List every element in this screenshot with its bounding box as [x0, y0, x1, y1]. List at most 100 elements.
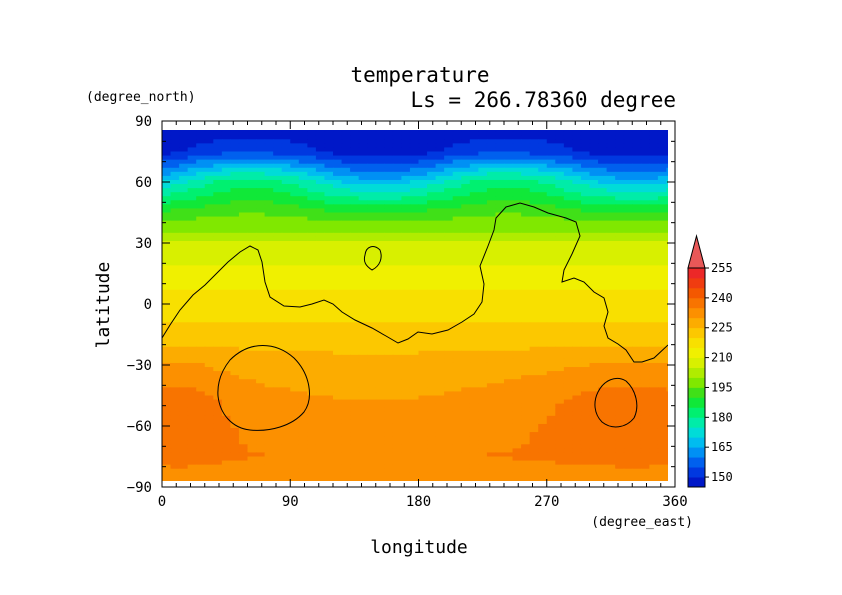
field-cell	[580, 383, 591, 388]
field-cell	[521, 444, 531, 449]
field-cell	[512, 399, 522, 405]
field-cell	[589, 192, 599, 197]
field-cell	[657, 415, 668, 421]
field-cell	[589, 261, 599, 266]
field-cell	[307, 147, 317, 153]
field-cell	[563, 423, 573, 429]
field-cell	[358, 350, 368, 356]
field-cell	[606, 277, 616, 283]
field-cell	[623, 407, 633, 413]
field-cell	[213, 322, 223, 327]
field-cell	[264, 379, 274, 384]
field-cell	[598, 306, 608, 311]
field-cell	[196, 448, 206, 454]
field-cell	[298, 208, 308, 214]
field-cell	[546, 196, 556, 201]
field-cell	[401, 383, 411, 388]
field-cell	[632, 269, 642, 275]
field-cell	[333, 342, 343, 348]
field-cell	[375, 456, 385, 462]
field-cell	[247, 419, 257, 425]
field-cell	[606, 297, 616, 303]
field-cell	[452, 342, 462, 348]
field-cell	[572, 301, 582, 307]
field-cell	[521, 253, 531, 258]
field-cell	[486, 196, 497, 201]
field-cell	[256, 261, 266, 266]
field-cell	[495, 460, 505, 466]
field-cell	[230, 212, 240, 218]
field-cell	[409, 196, 420, 201]
field-cell	[384, 436, 394, 441]
field-cell	[444, 440, 454, 445]
field-cell	[298, 253, 308, 258]
field-cell	[401, 362, 411, 368]
field-cell	[298, 175, 308, 181]
field-cell	[461, 163, 471, 169]
field-cell	[486, 399, 497, 405]
field-cell	[418, 184, 428, 189]
field-cell	[350, 240, 360, 246]
field-cell	[657, 212, 668, 218]
field-cell	[401, 240, 411, 246]
field-cell	[401, 293, 411, 299]
field-cell	[350, 387, 360, 393]
field-cell	[221, 289, 231, 295]
field-cell	[521, 432, 531, 437]
field-cell	[179, 432, 189, 437]
field-cell	[640, 289, 650, 295]
field-cell	[657, 419, 668, 425]
field-cell	[384, 407, 394, 413]
field-cell	[512, 240, 522, 246]
field-cell	[649, 306, 659, 311]
field-cell	[529, 155, 539, 161]
field-cell	[589, 135, 599, 140]
field-cell	[521, 334, 531, 340]
field-cell	[615, 415, 625, 421]
field-cell	[538, 444, 548, 449]
field-cell	[486, 346, 497, 352]
field-cell	[170, 179, 180, 185]
field-cell	[230, 456, 240, 462]
field-cell	[324, 460, 334, 466]
field-cell	[204, 399, 214, 405]
field-cell	[273, 375, 283, 380]
field-cell	[384, 346, 394, 352]
field-cell	[256, 281, 266, 287]
field-cell	[563, 143, 573, 149]
field-cell	[580, 253, 591, 258]
field-cell	[486, 159, 497, 165]
field-cell	[290, 232, 300, 238]
field-cell	[640, 212, 650, 218]
field-cell	[162, 334, 172, 340]
field-cell	[256, 184, 266, 189]
field-cell	[333, 212, 343, 218]
field-cell	[666, 228, 668, 234]
field-cell	[281, 196, 291, 201]
field-cell	[657, 269, 668, 275]
field-cell	[324, 130, 334, 132]
field-cell	[196, 326, 206, 332]
field-cell	[307, 175, 317, 181]
field-cell	[290, 350, 300, 356]
field-cell	[333, 131, 343, 136]
field-cell	[521, 135, 531, 140]
field-cell	[555, 326, 565, 332]
field-cell	[615, 171, 625, 177]
field-cell	[187, 350, 197, 356]
field-cell	[478, 403, 488, 409]
field-cell	[546, 383, 556, 388]
field-cell	[247, 379, 257, 384]
field-cell	[555, 419, 565, 425]
field-cell	[221, 310, 231, 315]
field-cell	[230, 273, 240, 279]
field-cell	[187, 318, 197, 323]
field-cell	[204, 196, 214, 201]
field-cell	[486, 367, 497, 372]
field-cell	[572, 310, 582, 315]
field-cell	[418, 135, 428, 140]
field-cell	[572, 407, 582, 413]
field-cell	[521, 151, 531, 157]
field-cell	[478, 362, 488, 368]
field-cell	[632, 362, 642, 368]
